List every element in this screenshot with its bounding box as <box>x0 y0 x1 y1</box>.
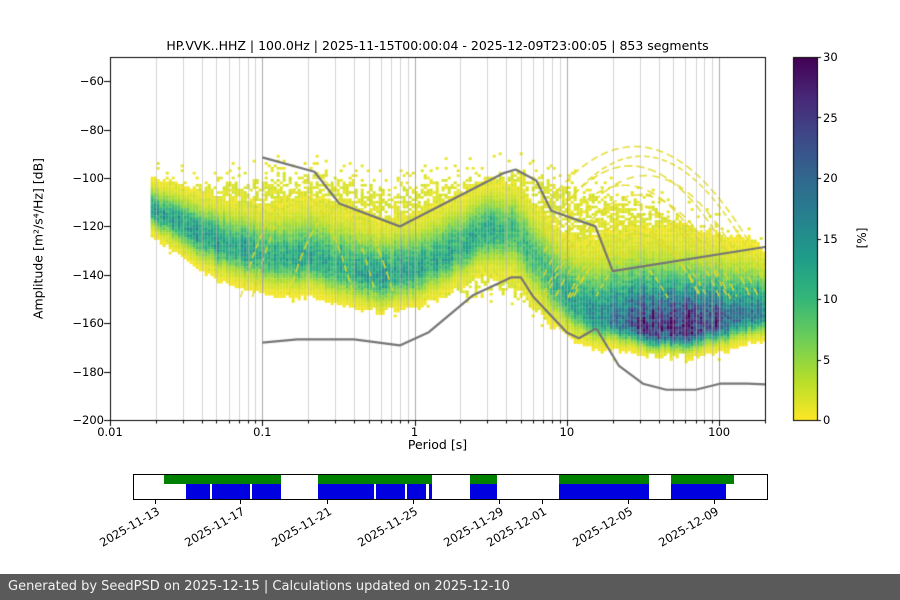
colorbar-label: [%] <box>855 227 869 249</box>
footer-text: Generated by SeedPSD on 2025-12-15 | Cal… <box>8 579 510 594</box>
colorbar-tick-label: 25 <box>823 110 838 125</box>
availability-green-segment <box>470 475 497 484</box>
availability-tick-mark <box>413 500 415 504</box>
colorbar-tick-label: 5 <box>823 352 831 367</box>
colorbar-tick-label: 30 <box>823 50 838 64</box>
availability-tick-mark <box>628 500 630 504</box>
x-axis-label: Period [s] <box>407 437 468 452</box>
y-tick-label: −100 <box>72 171 104 185</box>
availability-blue-segment <box>407 484 427 499</box>
y-tick-label: −180 <box>72 364 104 379</box>
availability-green-segment <box>671 475 735 484</box>
availability-blue-segment <box>470 484 497 499</box>
colorbar-tick-label: 20 <box>823 171 838 185</box>
availability-blue-segment <box>671 484 726 499</box>
x-tick-label: 0.01 <box>97 425 123 439</box>
availability-green-segment <box>559 475 650 484</box>
availability-blue-segment <box>185 484 210 499</box>
y-tick-label: −140 <box>72 267 104 282</box>
availability-blue-segment <box>559 484 650 499</box>
availability-green-segment <box>163 475 282 484</box>
availability-tick-mark <box>498 500 500 504</box>
availability-tick-mark <box>154 500 156 504</box>
availability-blue-segment <box>376 484 405 499</box>
x-tick-label: 0.1 <box>253 425 272 439</box>
colorbar-tick-label: 0 <box>823 413 831 427</box>
availability-tick-mark <box>541 500 543 504</box>
availability-bar <box>133 474 768 500</box>
availability-blue-segment <box>252 484 282 499</box>
y-tick-label: −160 <box>72 316 104 331</box>
y-tick-label: −200 <box>72 413 104 427</box>
availability-green-segment <box>318 475 433 484</box>
y-axis-label: Amplitude [m²/s⁴/Hz] [dB] <box>30 157 46 320</box>
colorbar-tick-label: 15 <box>823 231 838 246</box>
x-tick-label: 100 <box>708 425 731 439</box>
footer-bar: Generated by SeedPSD on 2025-12-15 | Cal… <box>0 574 900 600</box>
y-tick-label: −80 <box>79 122 104 137</box>
availability-tick-mark <box>714 500 716 504</box>
availability-tick-mark <box>240 500 242 504</box>
availability-blue-segment <box>428 484 433 499</box>
x-tick-label: 10 <box>559 425 575 439</box>
x-tick-label: 1 <box>410 425 419 439</box>
y-tick-label: −120 <box>72 219 104 234</box>
availability-blue-segment <box>318 484 374 499</box>
availability-tick-mark <box>326 500 328 504</box>
chart-title: HP.VVK..HHZ | 100.0Hz | 2025-11-15T00:00… <box>166 38 709 53</box>
availability-blue-segment <box>211 484 251 499</box>
y-tick-label: −60 <box>79 74 104 89</box>
colorbar-tick-label: 10 <box>823 292 838 306</box>
